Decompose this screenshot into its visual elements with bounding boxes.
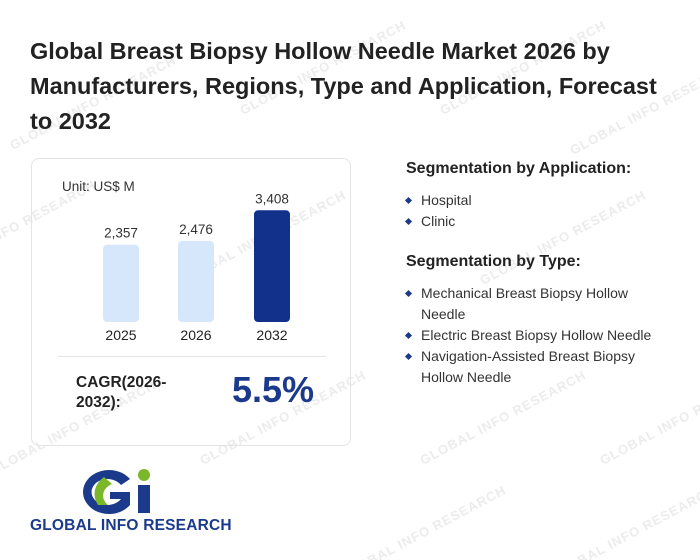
bar-chart: 2,357 2025 2,476 2026 3,408 2032 (103, 191, 290, 343)
application-list: Hospital Clinic (404, 190, 686, 232)
segmentation-application-title: Segmentation by Application: (406, 160, 632, 177)
list-item-label: Navigation-Assisted Breast Biopsy Hollow… (421, 348, 635, 385)
list-item-label: Hospital (421, 192, 472, 208)
x-tick-label: 2025 (105, 327, 136, 343)
segmentation-by-type: Segmentation by Type: Mechanical Breast … (404, 253, 676, 388)
cagr-label: CAGR(2026-2032): (76, 374, 167, 411)
x-tick-label: 2026 (180, 327, 211, 343)
segmentation-type-title: Segmentation by Type: (406, 253, 581, 270)
bar-2026 (178, 240, 214, 322)
diamond-bullet-icon (404, 352, 413, 361)
gi-logo-mark-icon (83, 469, 150, 514)
list-item-label: Electric Breast Biopsy Hollow Needle (421, 327, 652, 343)
data-label: 2,357 (104, 226, 138, 241)
data-label: 3,408 (255, 191, 289, 206)
watermark: GLOBAL INFO RESEARCH (337, 482, 509, 560)
market-size-card: Unit: US$ M 2,357 2025 2,476 2026 3,408 2032 … (31, 158, 351, 446)
x-tick-label: 2032 (256, 327, 287, 343)
cagr-value: 5.5% (232, 369, 315, 410)
unit-label: Unit: US$ M (62, 179, 135, 194)
list-item: Mechanical Breast Biopsy Hollow Needle (404, 283, 676, 325)
list-item-label: Mechanical Breast Biopsy Hollow Needle (421, 285, 628, 322)
diamond-bullet-icon (404, 289, 413, 298)
list-item: Electric Breast Biopsy Hollow Needle (404, 325, 676, 346)
page-title: Global Breast Biopsy Hollow Needle Marke… (30, 38, 657, 134)
company-logo: GLOBAL INFO RESEARCH (30, 465, 240, 545)
list-item-label: Clinic (421, 213, 456, 229)
diamond-bullet-icon (404, 331, 413, 340)
list-item: Navigation-Assisted Breast Biopsy Hollow… (404, 346, 676, 388)
bar-2032 (254, 210, 290, 322)
list-item: Clinic (404, 211, 686, 232)
list-item: Hospital (404, 190, 686, 211)
bar-2025 (103, 244, 139, 322)
data-label: 2,476 (179, 222, 213, 237)
diamond-bullet-icon (404, 217, 413, 226)
logo-text: GLOBAL INFO RESEARCH (30, 517, 232, 534)
type-list: Mechanical Breast Biopsy Hollow Needle E… (404, 283, 676, 388)
watermark: GLOBAL INFO RESEARCH (547, 482, 700, 560)
divider (58, 356, 326, 357)
diamond-bullet-icon (404, 196, 413, 205)
segmentation-by-application: Segmentation by Application: Hospital Cl… (404, 160, 686, 232)
